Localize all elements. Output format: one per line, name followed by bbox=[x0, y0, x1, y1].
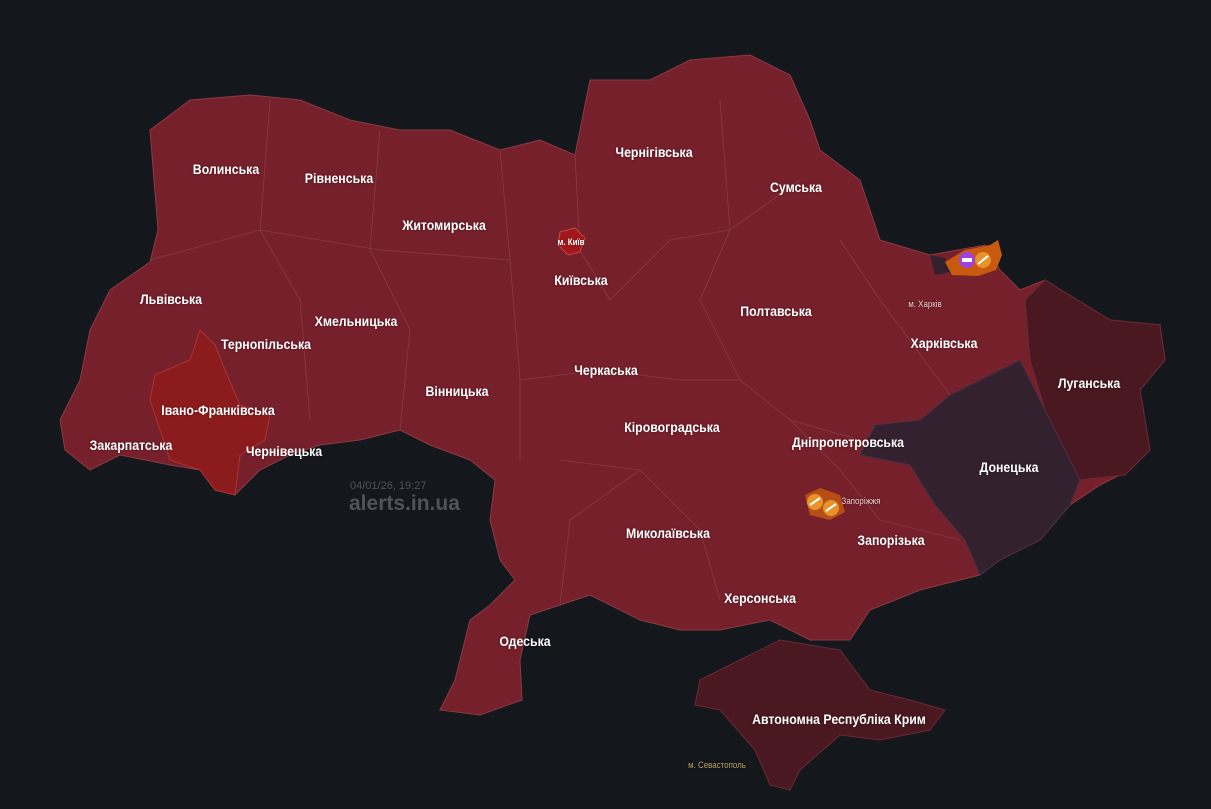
region-luhansk[interactable] bbox=[1024, 279, 1166, 481]
label-luhansk: Луганська bbox=[1057, 375, 1121, 391]
label-dnipro: Дніпропетровська bbox=[791, 434, 905, 450]
label-kirovohrad: Кіровоградська bbox=[624, 419, 720, 435]
artillery-icon[interactable] bbox=[975, 252, 991, 268]
label-zhytomyr: Житомирська bbox=[402, 217, 486, 233]
label-lviv: Львівська bbox=[140, 291, 202, 307]
label-zaporizhzhia-city: Запоріжжя bbox=[841, 496, 881, 506]
label-rivne: Рівненська bbox=[304, 170, 374, 186]
label-kyiv-oblast: Київська bbox=[554, 272, 608, 288]
label-odesa: Одеська bbox=[499, 633, 551, 649]
label-kherson: Херсонська bbox=[724, 590, 796, 606]
artillery-icon[interactable] bbox=[807, 494, 823, 510]
label-cherkasy: Черкаська bbox=[574, 362, 638, 378]
region-mainland[interactable] bbox=[59, 54, 1166, 716]
label-poltava: Полтавська bbox=[740, 303, 812, 319]
label-kyiv-city: м. Київ bbox=[557, 237, 585, 247]
label-chernihiv: Чернігівська bbox=[615, 144, 693, 160]
region-crimea[interactable] bbox=[694, 639, 946, 791]
label-kharkiv: Харківська bbox=[910, 335, 978, 351]
artillery-icon[interactable] bbox=[823, 500, 839, 516]
label-volyn: Волинська bbox=[192, 161, 260, 177]
label-zaporizhzhia-oblast: Запорізька bbox=[857, 532, 925, 548]
label-zakarpattia: Закарпатська bbox=[89, 437, 173, 453]
label-chernivtsi: Чернівецька bbox=[245, 443, 323, 459]
region-kyiv-city[interactable] bbox=[557, 227, 586, 256]
label-sevastopol: м. Севастополь bbox=[688, 760, 746, 770]
watermark-site: alerts.in.ua bbox=[349, 492, 460, 515]
tank-icon[interactable] bbox=[959, 252, 975, 268]
label-ivano-frankivsk: Івано-Франківська bbox=[161, 402, 275, 418]
front-patch-kharkiv bbox=[930, 255, 950, 275]
label-mykolaiv: Миколаївська bbox=[626, 525, 710, 541]
label-ternopil: Тернопільська bbox=[221, 336, 311, 352]
label-vinnytsia: Вінницька bbox=[425, 383, 489, 399]
region-ivano-frankivsk[interactable] bbox=[149, 329, 271, 496]
watermark-timestamp: 04/01/26, 19:27 bbox=[350, 480, 427, 492]
region-donetsk[interactable] bbox=[859, 359, 1081, 576]
label-donetsk: Донецька bbox=[979, 459, 1039, 475]
label-crimea: Автономна Республіка Крим bbox=[752, 711, 926, 727]
label-khmelnytskyi: Хмельницька bbox=[314, 313, 398, 329]
label-kharkiv-city: м. Харків bbox=[908, 299, 942, 309]
label-sumy: Сумська bbox=[770, 179, 822, 195]
